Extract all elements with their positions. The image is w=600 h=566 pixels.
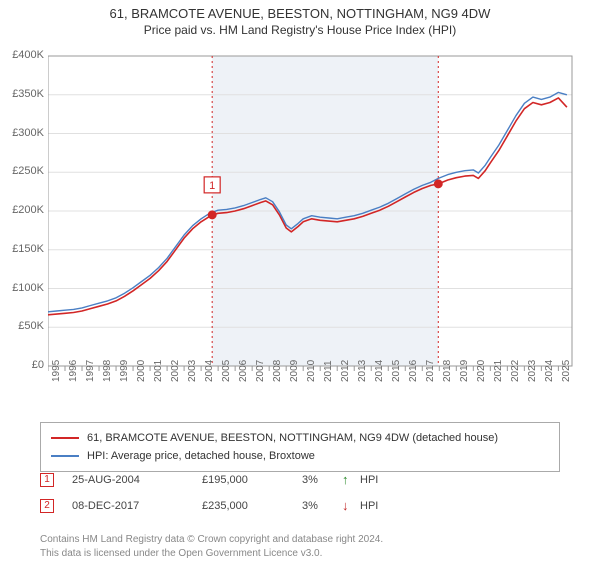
y-axis-tick-label: £50K (0, 320, 44, 332)
x-axis-tick-label: 2024 (544, 360, 555, 382)
x-axis-tick-label: 2008 (272, 360, 283, 382)
x-axis-tick-label: 2018 (442, 360, 453, 382)
x-axis-tick-label: 2005 (221, 360, 232, 382)
x-axis-tick-label: 2021 (493, 360, 504, 382)
y-axis-tick-label: £250K (0, 165, 44, 177)
x-axis-tick-label: 2019 (459, 360, 470, 382)
y-axis-tick-label: £0 (0, 359, 44, 371)
legend-item-property: 61, BRAMCOTE AVENUE, BEESTON, NOTTINGHAM… (51, 429, 549, 447)
x-axis-tick-label: 2000 (136, 360, 147, 382)
x-axis-tick-label: 2023 (527, 360, 538, 382)
x-axis-tick-label: 2004 (204, 360, 215, 382)
attribution-footer: Contains HM Land Registry data © Crown c… (40, 533, 383, 560)
y-axis-tick-label: £300K (0, 127, 44, 139)
x-axis-tick-label: 2016 (408, 360, 419, 382)
sale-row-1: 1 25-AUG-2004 £195,000 3% ↑ HPI (40, 472, 560, 487)
sale-price: £195,000 (202, 474, 302, 486)
sale-date: 25-AUG-2004 (72, 474, 202, 486)
sale-date: 08-DEC-2017 (72, 500, 202, 512)
sale-marker-icon: 2 (40, 499, 54, 513)
y-axis-tick-label: £350K (0, 88, 44, 100)
x-axis-tick-label: 2014 (374, 360, 385, 382)
legend-label: 61, BRAMCOTE AVENUE, BEESTON, NOTTINGHAM… (87, 432, 498, 444)
y-axis-tick-label: £200K (0, 204, 44, 216)
x-axis-tick-label: 2013 (357, 360, 368, 382)
legend-label: HPI: Average price, detached house, Brox… (87, 450, 315, 462)
x-axis-tick-label: 2020 (476, 360, 487, 382)
sale-price: £235,000 (202, 500, 302, 512)
svg-text:1: 1 (209, 180, 215, 192)
sale-marker-icon: 1 (40, 473, 54, 487)
x-axis-tick-label: 2006 (238, 360, 249, 382)
sale-vs-label: HPI (360, 474, 378, 486)
arrow-up-icon: ↑ (342, 472, 360, 487)
chart-title: 61, BRAMCOTE AVENUE, BEESTON, NOTTINGHAM… (0, 6, 600, 21)
sale-pct: 3% (302, 500, 342, 512)
x-axis-tick-label: 2015 (391, 360, 402, 382)
x-axis-tick-label: 2011 (323, 360, 334, 382)
footer-line: This data is licensed under the Open Gov… (40, 547, 383, 561)
y-axis-tick-label: £400K (0, 49, 44, 61)
x-axis-tick-label: 2001 (153, 360, 164, 382)
legend: 61, BRAMCOTE AVENUE, BEESTON, NOTTINGHAM… (40, 422, 560, 472)
x-axis-tick-label: 2017 (425, 360, 436, 382)
y-axis-tick-label: £150K (0, 243, 44, 255)
arrow-down-icon: ↓ (342, 498, 360, 513)
legend-swatch (51, 455, 79, 457)
x-axis-tick-label: 1997 (85, 360, 96, 382)
x-axis-tick-label: 2025 (561, 360, 572, 382)
x-axis-tick-label: 1998 (102, 360, 113, 382)
x-axis-tick-label: 2022 (510, 360, 521, 382)
sale-pct: 3% (302, 474, 342, 486)
x-axis-tick-label: 1995 (51, 360, 62, 382)
chart-subtitle: Price paid vs. HM Land Registry's House … (0, 23, 600, 37)
x-axis-tick-label: 1999 (119, 360, 130, 382)
line-chart: 12 (48, 50, 578, 380)
x-axis-tick-label: 2009 (289, 360, 300, 382)
x-axis-tick-label: 2002 (170, 360, 181, 382)
legend-swatch (51, 437, 79, 439)
chart-area: £0 £50K £100K £150K £200K £250K £300K £350K £400… (0, 50, 600, 410)
y-axis-tick-label: £100K (0, 282, 44, 294)
x-axis-tick-label: 1996 (68, 360, 79, 382)
x-axis-tick-label: 2010 (306, 360, 317, 382)
sale-row-2: 2 08-DEC-2017 £235,000 3% ↓ HPI (40, 498, 560, 513)
x-axis-tick-label: 2007 (255, 360, 266, 382)
sale-vs-label: HPI (360, 500, 378, 512)
x-axis-tick-label: 2012 (340, 360, 351, 382)
legend-item-hpi: HPI: Average price, detached house, Brox… (51, 447, 549, 465)
footer-line: Contains HM Land Registry data © Crown c… (40, 533, 383, 547)
x-axis-tick-label: 2003 (187, 360, 198, 382)
